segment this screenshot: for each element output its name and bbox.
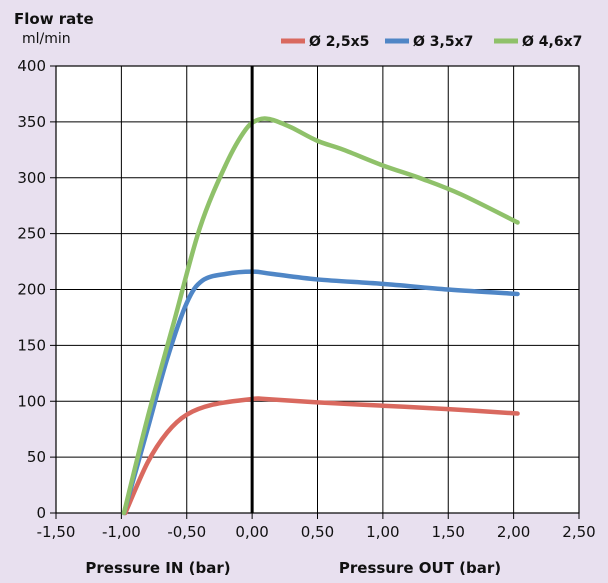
y-tick-label: 0 — [36, 504, 46, 522]
x-tick-label: 1,00 — [366, 523, 399, 541]
y-tick-label: 150 — [17, 336, 46, 354]
x-tick-label: 2,00 — [497, 523, 530, 541]
x-tick-labels: -1,50 -1,00 -0,50 0,00 0,50 1,00 1,50 2,00 2,50 — [37, 523, 596, 541]
series-line-2 — [121, 269, 520, 516]
legend-label-1: Ø 2,5x5 — [309, 34, 369, 50]
series-line-3 — [121, 116, 520, 516]
x-tick-label: 1,50 — [432, 523, 465, 541]
y-tick-labels: 0 50 100 150 200 250 300 350 400 — [17, 57, 46, 522]
x-axis-label-out: Pressure OUT (bar) — [339, 559, 501, 577]
y-tick-label: 100 — [17, 392, 46, 410]
y-tick-label: 200 — [17, 281, 46, 299]
x-tick-label: -1,50 — [37, 523, 76, 541]
x-tick-label: 2,50 — [562, 523, 595, 541]
x-tick-label: -0,50 — [167, 523, 206, 541]
legend-label-2: Ø 3,5x7 — [413, 34, 473, 50]
x-tick-label: 0,50 — [301, 523, 334, 541]
x-tick-label: -1,00 — [102, 523, 141, 541]
y-tick-label: 250 — [17, 225, 46, 243]
x-axis-label-in: Pressure IN (bar) — [85, 559, 230, 577]
y-axis-unit: ml/min — [22, 31, 71, 47]
plot-border — [55, 65, 580, 514]
x-tick-label: 0,00 — [235, 523, 268, 541]
legend-label-3: Ø 4,6x7 — [522, 34, 582, 50]
y-axis-title: Flow rate — [14, 10, 94, 28]
y-tick-label: 350 — [17, 113, 46, 131]
y-tick-label: 300 — [17, 169, 46, 187]
y-tick-label: 50 — [27, 448, 46, 466]
legend: Ø 2,5x5 Ø 3,5x7 Ø 4,6x7 — [281, 34, 582, 50]
y-tick-label: 400 — [17, 57, 46, 75]
